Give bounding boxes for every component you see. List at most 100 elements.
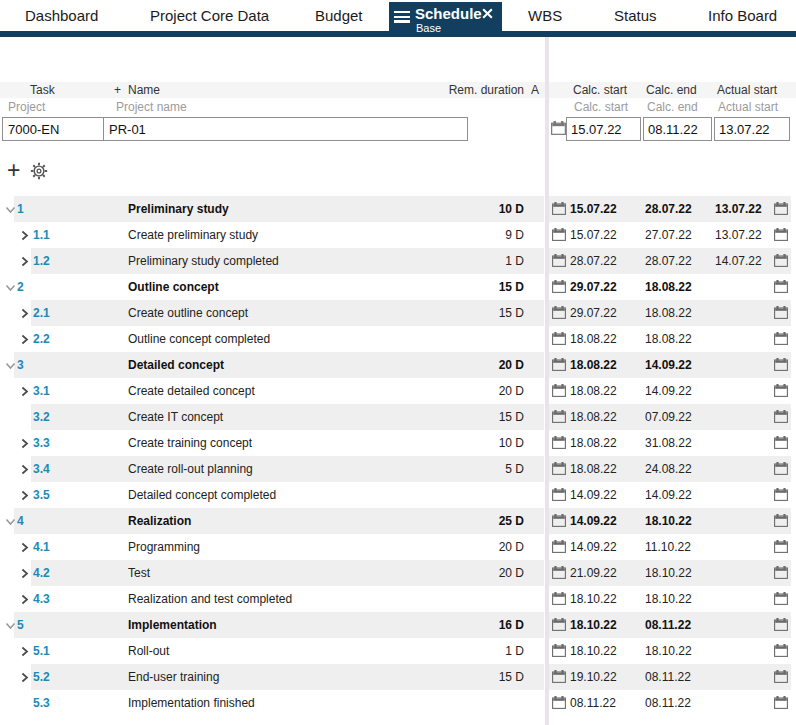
calendar-icon[interactable] (552, 358, 566, 372)
calendar-icon[interactable] (552, 228, 566, 242)
calendar-icon[interactable] (774, 228, 788, 242)
task-number-link[interactable]: 2.1 (33, 300, 50, 326)
settings-gear-icon[interactable] (30, 162, 48, 180)
add-task-button[interactable]: + (7, 158, 20, 182)
tab-dashboard[interactable]: Dashboard (25, 0, 98, 31)
calendar-icon[interactable] (552, 202, 566, 216)
calc-end-input[interactable] (643, 117, 712, 141)
chevron-right-icon[interactable] (20, 542, 31, 553)
task-row[interactable]: 3.2 Create IT concept 15 D 18.08.22 07.0… (0, 404, 796, 430)
calendar-icon[interactable] (774, 358, 788, 372)
task-number-link[interactable]: 4.2 (33, 560, 50, 586)
column-header-name[interactable]: Name (128, 82, 160, 98)
chevron-down-icon[interactable] (5, 283, 16, 294)
chevron-right-icon[interactable] (20, 594, 31, 605)
calendar-icon[interactable] (552, 436, 566, 450)
close-icon[interactable] (481, 7, 495, 21)
chevron-right-icon[interactable] (20, 464, 31, 475)
chevron-right-icon[interactable] (20, 230, 31, 241)
tab-budget[interactable]: Budget (315, 0, 363, 31)
task-number-link[interactable]: 3.1 (33, 378, 50, 404)
calendar-icon[interactable] (774, 280, 788, 294)
chevron-right-icon[interactable] (20, 386, 31, 397)
task-number-link[interactable]: 5.3 (33, 690, 50, 716)
task-row[interactable]: 1.2 Preliminary study completed 1 D 28.0… (0, 248, 796, 274)
chevron-down-icon[interactable] (5, 621, 16, 632)
calendar-icon[interactable] (552, 306, 566, 320)
calendar-icon[interactable] (552, 488, 566, 502)
task-row[interactable]: 2 Outline concept 15 D 29.07.22 18.08.22 (0, 274, 796, 300)
calendar-icon[interactable] (552, 540, 566, 554)
calendar-icon[interactable] (552, 254, 566, 268)
task-number-link[interactable]: 3.3 (33, 430, 50, 456)
calendar-icon[interactable] (774, 436, 788, 450)
chevron-down-icon[interactable] (5, 517, 16, 528)
tab-wbs[interactable]: WBS (528, 0, 562, 31)
panel-splitter[interactable] (545, 37, 549, 725)
calendar-icon[interactable] (774, 410, 788, 424)
hamburger-menu-icon[interactable] (394, 11, 410, 23)
calendar-icon[interactable] (552, 592, 566, 606)
task-row[interactable]: 2.2 Outline concept completed 18.08.22 1… (0, 326, 796, 352)
calendar-icon[interactable] (774, 462, 788, 476)
calendar-icon[interactable] (552, 514, 566, 528)
column-header-calc-end[interactable]: Calc. end (646, 82, 697, 98)
task-number-link[interactable]: 1.2 (33, 248, 50, 274)
calendar-icon[interactable] (774, 384, 788, 398)
task-row[interactable]: 4 Realization 25 D 14.09.22 18.10.22 (0, 508, 796, 534)
task-number-link[interactable]: 5 (17, 612, 24, 638)
task-row[interactable]: 4.3 Realization and test completed 18.10… (0, 586, 796, 612)
chevron-down-icon[interactable] (5, 361, 16, 372)
task-row[interactable]: 5.1 Roll-out 1 D 18.10.22 18.10.22 (0, 638, 796, 664)
task-row[interactable]: 1 Preliminary study 10 D 15.07.22 28.07.… (0, 196, 796, 222)
add-column-icon[interactable]: + (114, 82, 121, 98)
calendar-icon[interactable] (552, 462, 566, 476)
calendar-icon[interactable] (774, 566, 788, 580)
calendar-icon[interactable] (774, 514, 788, 528)
task-row[interactable]: 5.3 Implementation finished 08.11.22 08.… (0, 690, 796, 716)
column-header-calc-start[interactable]: Calc. start (573, 82, 627, 98)
calendar-icon[interactable] (774, 254, 788, 268)
project-name-input[interactable] (104, 118, 467, 140)
calendar-icon[interactable] (774, 488, 788, 502)
task-number-link[interactable]: 1 (17, 196, 24, 222)
task-row[interactable]: 3.5 Detailed concept completed 14.09.22 … (0, 482, 796, 508)
task-number-link[interactable]: 3 (17, 352, 24, 378)
calendar-icon[interactable] (552, 410, 566, 424)
task-row[interactable]: 3 Detailed concept 20 D 18.08.22 14.09.2… (0, 352, 796, 378)
task-row[interactable]: 5.2 End-user training 15 D 19.10.22 08.1… (0, 664, 796, 690)
calendar-icon[interactable] (552, 696, 566, 710)
chevron-right-icon[interactable] (20, 672, 31, 683)
tab-project-core-data[interactable]: Project Core Data (150, 0, 269, 31)
calendar-icon[interactable] (552, 566, 566, 580)
column-header-rem-duration[interactable]: Rem. duration (424, 82, 524, 98)
tab-schedule[interactable]: Schedule Base (389, 2, 502, 37)
calendar-icon[interactable] (774, 696, 788, 710)
chevron-right-icon[interactable] (20, 568, 31, 579)
calendar-icon[interactable] (774, 202, 788, 216)
calendar-icon[interactable] (552, 384, 566, 398)
project-id-input[interactable] (3, 118, 104, 140)
calc-start-input[interactable] (566, 117, 641, 141)
chevron-right-icon[interactable] (20, 646, 31, 657)
column-header-task[interactable]: Task (30, 82, 55, 98)
chevron-right-icon[interactable] (20, 490, 31, 501)
task-row[interactable]: 5 Implementation 16 D 18.10.22 08.11.22 (0, 612, 796, 638)
actual-start-input[interactable] (714, 117, 790, 141)
task-number-link[interactable]: 4 (17, 508, 24, 534)
calendar-icon[interactable] (552, 618, 566, 632)
calendar-icon[interactable] (774, 592, 788, 606)
column-header-a-truncated[interactable]: A (531, 82, 539, 98)
tab-info-board[interactable]: Info Board (708, 0, 777, 31)
chevron-down-icon[interactable] (5, 205, 16, 216)
calendar-icon[interactable] (774, 332, 788, 346)
task-row[interactable]: 4.2 Test 20 D 21.09.22 18.10.22 (0, 560, 796, 586)
calendar-icon[interactable] (552, 670, 566, 684)
task-row[interactable]: 3.1 Create detailed concept 20 D 18.08.2… (0, 378, 796, 404)
task-row[interactable]: 2.1 Create outline concept 15 D 29.07.22… (0, 300, 796, 326)
task-number-link[interactable]: 5.2 (33, 664, 50, 690)
chevron-right-icon[interactable] (20, 334, 31, 345)
chevron-right-icon[interactable] (20, 438, 31, 449)
task-number-link[interactable]: 3.2 (33, 404, 50, 430)
task-row[interactable]: 1.1 Create preliminary study 9 D 15.07.2… (0, 222, 796, 248)
